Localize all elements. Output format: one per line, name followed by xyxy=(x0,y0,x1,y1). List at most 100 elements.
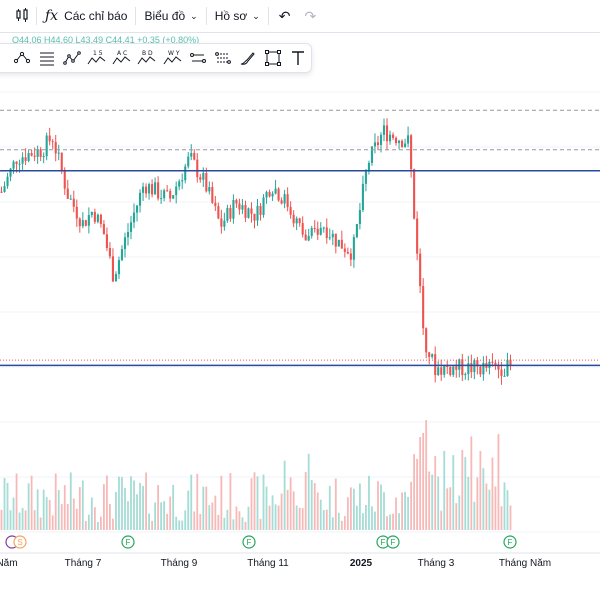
volume-bar xyxy=(124,488,126,530)
volume-bar xyxy=(175,516,178,530)
toolbar-divider xyxy=(135,7,137,25)
candlestick-icon xyxy=(14,7,30,26)
candle-body xyxy=(33,155,36,157)
parallel-lines-icon[interactable] xyxy=(185,44,210,72)
volume-bar xyxy=(199,514,202,530)
zigzag-icon[interactable] xyxy=(59,44,84,72)
volume-bar xyxy=(127,501,129,530)
text-icon[interactable] xyxy=(286,44,311,72)
volume-bar xyxy=(172,484,175,530)
volume-bar xyxy=(229,473,232,530)
svg-text:W Y: W Y xyxy=(168,50,180,57)
volume-bar xyxy=(422,432,425,530)
candle-body xyxy=(84,220,87,226)
candle-body xyxy=(93,211,96,222)
horizontal-lines-icon[interactable] xyxy=(34,44,59,72)
volume-bar xyxy=(386,516,388,530)
candle-body xyxy=(181,180,184,182)
volume-bar xyxy=(21,507,24,530)
candle-body xyxy=(60,152,63,171)
volume-bar xyxy=(169,496,172,530)
volume-bar xyxy=(322,510,325,530)
candle-body xyxy=(337,239,340,247)
event-marker-label: F xyxy=(247,538,252,547)
chart-menu-label: Biểu đồ xyxy=(144,9,186,23)
undo-button[interactable]: ↶ xyxy=(269,0,301,32)
volume-bar xyxy=(455,503,458,530)
volume-bar xyxy=(51,515,54,530)
indicators-button[interactable]: ƒx Các chỉ báo xyxy=(37,0,135,32)
candle-body xyxy=(304,234,307,241)
wxy-wave-icon[interactable]: W Y xyxy=(160,44,185,72)
volume-bar xyxy=(488,489,491,530)
volume-bar xyxy=(39,517,42,530)
candle-body xyxy=(370,146,374,163)
volume-bar xyxy=(503,482,506,530)
candle-body xyxy=(108,248,111,257)
candle-body xyxy=(114,274,118,282)
volume-bar xyxy=(148,513,150,530)
volume-bar xyxy=(497,434,500,530)
chevron-down-icon: ⌄ xyxy=(252,10,260,21)
volume-bar xyxy=(66,504,69,530)
ohlc-readout: O44,06 H44,60 L43,49 C44,41 +0,35 (+0,80… xyxy=(12,35,200,45)
volume-bar xyxy=(337,512,340,530)
volume-bar xyxy=(6,482,9,530)
volume-bar xyxy=(184,510,187,530)
indicators-label: Các chỉ báo xyxy=(64,9,128,23)
candle-body xyxy=(217,206,220,219)
candle-body xyxy=(262,197,265,215)
volume-bar xyxy=(368,475,370,530)
event-marker xyxy=(121,535,135,549)
15-wave-icon[interactable]: 1 5 xyxy=(85,44,110,72)
candle-body xyxy=(280,200,283,204)
volume-bar xyxy=(154,502,157,530)
abc-wave-icon[interactable]: A C xyxy=(110,44,135,72)
volume-bar xyxy=(196,473,199,530)
volume-bar xyxy=(265,486,268,530)
volume-bar xyxy=(346,497,349,530)
volume-bar xyxy=(440,510,443,530)
candle-body xyxy=(328,237,331,239)
event-marker-label: S xyxy=(17,538,22,547)
candle-body xyxy=(247,208,250,218)
candle-body xyxy=(142,186,145,193)
candle-body xyxy=(443,365,446,375)
pattern-tool-icon[interactable] xyxy=(9,44,34,72)
svg-text:A C: A C xyxy=(117,50,127,57)
event-marker-label: F xyxy=(126,538,131,547)
candle-body xyxy=(292,214,295,224)
candle-style-button[interactable] xyxy=(0,0,36,32)
volume-bar xyxy=(325,509,328,530)
event-marker xyxy=(242,535,256,549)
abcd-wave-icon[interactable]: B D xyxy=(135,44,160,72)
candle-body xyxy=(160,198,163,200)
brush-icon[interactable] xyxy=(236,44,261,72)
candle-body xyxy=(238,203,241,210)
profile-menu-label: Hồ sơ xyxy=(214,9,248,23)
candle-body xyxy=(102,223,105,235)
candle-body xyxy=(241,205,244,210)
profile-menu-button[interactable]: Hồ sơ ⌄ xyxy=(207,0,268,32)
volume-bar xyxy=(277,505,280,530)
candle-body xyxy=(500,369,503,376)
channel-icon[interactable] xyxy=(210,44,235,72)
svg-text:B D: B D xyxy=(142,50,153,57)
rectangle-icon[interactable] xyxy=(261,44,286,72)
volume-bar xyxy=(226,509,229,530)
candle-body xyxy=(18,163,21,165)
volume-bar xyxy=(404,491,406,530)
candle-body xyxy=(205,173,208,192)
candle-body xyxy=(428,352,431,357)
chart-menu-button[interactable]: Biểu đồ ⌄ xyxy=(136,0,205,32)
candle-body xyxy=(382,125,386,135)
candle-body xyxy=(376,142,380,146)
volume-bar xyxy=(352,488,355,530)
volume-bar xyxy=(250,478,253,530)
candle-body xyxy=(0,191,3,193)
candle-body xyxy=(301,223,304,235)
redo-button[interactable]: ↷ xyxy=(301,0,321,32)
candle-body xyxy=(39,149,42,157)
x-tick-label: Tháng 7 xyxy=(65,558,102,569)
